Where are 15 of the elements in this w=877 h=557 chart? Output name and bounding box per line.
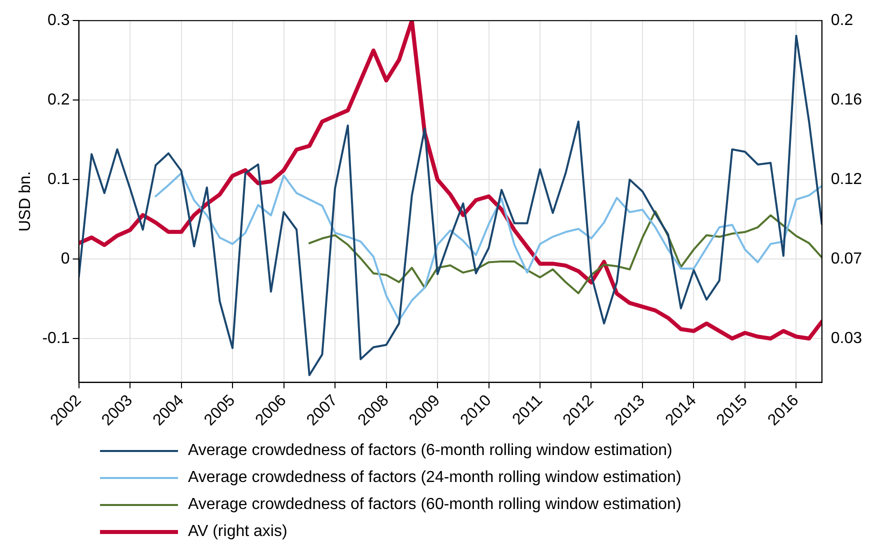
legend-label: Average crowdedness of factors (6-month rolling window estimation) <box>188 442 672 460</box>
y2-tick-label: 0.07 <box>830 250 862 268</box>
y-tick-label: 0.2 <box>48 91 70 108</box>
legend-label: Average crowdedness of factors (60-month rolling window estimation) <box>188 496 682 514</box>
y2-tick-label: 0.16 <box>830 91 862 108</box>
y2-tick-label: 0.03 <box>830 330 862 347</box>
y-tick-label: 0.1 <box>48 170 70 188</box>
legend-label: Average crowdedness of factors (24-month rolling window estimation) <box>188 468 682 486</box>
legend-label: AV (right axis) <box>188 522 288 540</box>
y-tick-label: 0 <box>60 250 70 268</box>
y2-tick-label: 0.12 <box>830 170 862 188</box>
y2-tick-label: 0.2 <box>830 12 854 30</box>
y-tick-label: 0.3 <box>48 12 70 30</box>
y-axis-title: USD bn. <box>17 171 34 232</box>
y-tick-label: -0.1 <box>42 330 70 347</box>
